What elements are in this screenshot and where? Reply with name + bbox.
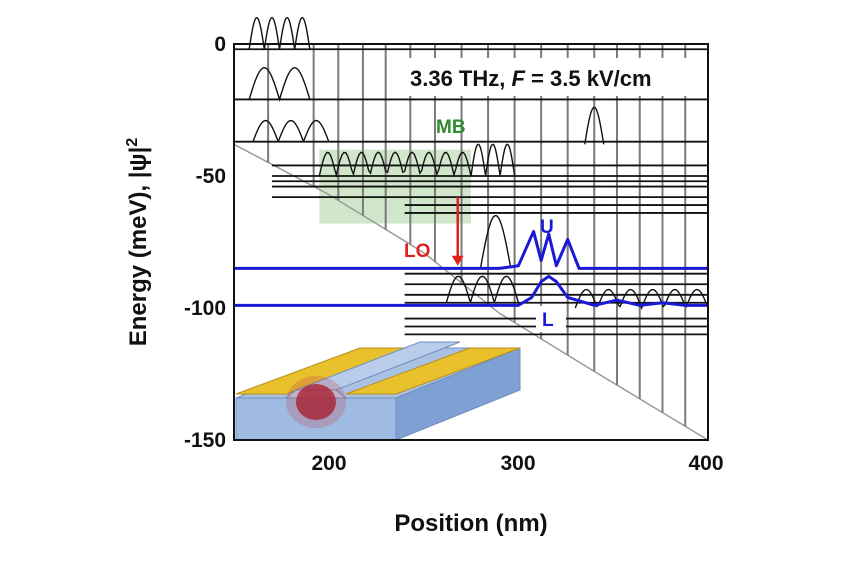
- annotation-box: [398, 58, 710, 96]
- wavefunction-curve: [479, 214, 512, 269]
- wavefunction-curve: [252, 119, 330, 143]
- y-tick-label: -150: [184, 429, 226, 452]
- x-axis-label: Position (nm): [394, 510, 547, 537]
- lo-label: LO: [404, 241, 430, 262]
- plot-frame: [233, 43, 709, 441]
- x-tick-label: 200: [311, 452, 346, 475]
- wavefunction-curve: [445, 275, 520, 304]
- wavefunction-curve: [248, 16, 311, 50]
- y-tick-label: -100: [184, 297, 226, 320]
- lo-arrow-head: [451, 255, 464, 266]
- wavefunction-curve: [584, 106, 605, 145]
- right-contact-stripe: [345, 347, 521, 395]
- y-tick-label: -50: [196, 165, 226, 188]
- lower-level-l-line: [234, 274, 708, 307]
- wavefunction-curve: [470, 143, 516, 178]
- waveguide-side-face: [395, 347, 521, 441]
- mb-label: MB: [436, 117, 466, 138]
- frequency-field-annotation: 3.36 THz, F = 3.5 kV/cm: [410, 66, 652, 91]
- mode-profile-glow: [286, 376, 346, 428]
- upper-level-u-line: [234, 229, 708, 270]
- y-tick-label: 0: [214, 33, 226, 56]
- x-tick-label: 300: [500, 452, 535, 475]
- wavefunction-curve: [248, 67, 311, 102]
- l-label: L: [542, 310, 554, 331]
- u-label: U: [540, 217, 554, 238]
- l-label-bg: [536, 306, 566, 332]
- waveguide-inset: [235, 341, 521, 441]
- x-tick-label: 400: [688, 452, 723, 475]
- mode-profile: [296, 384, 336, 420]
- wavefunction-curve: [318, 151, 472, 178]
- y-axis-label: Energy (meV), |ψ|2: [124, 138, 152, 347]
